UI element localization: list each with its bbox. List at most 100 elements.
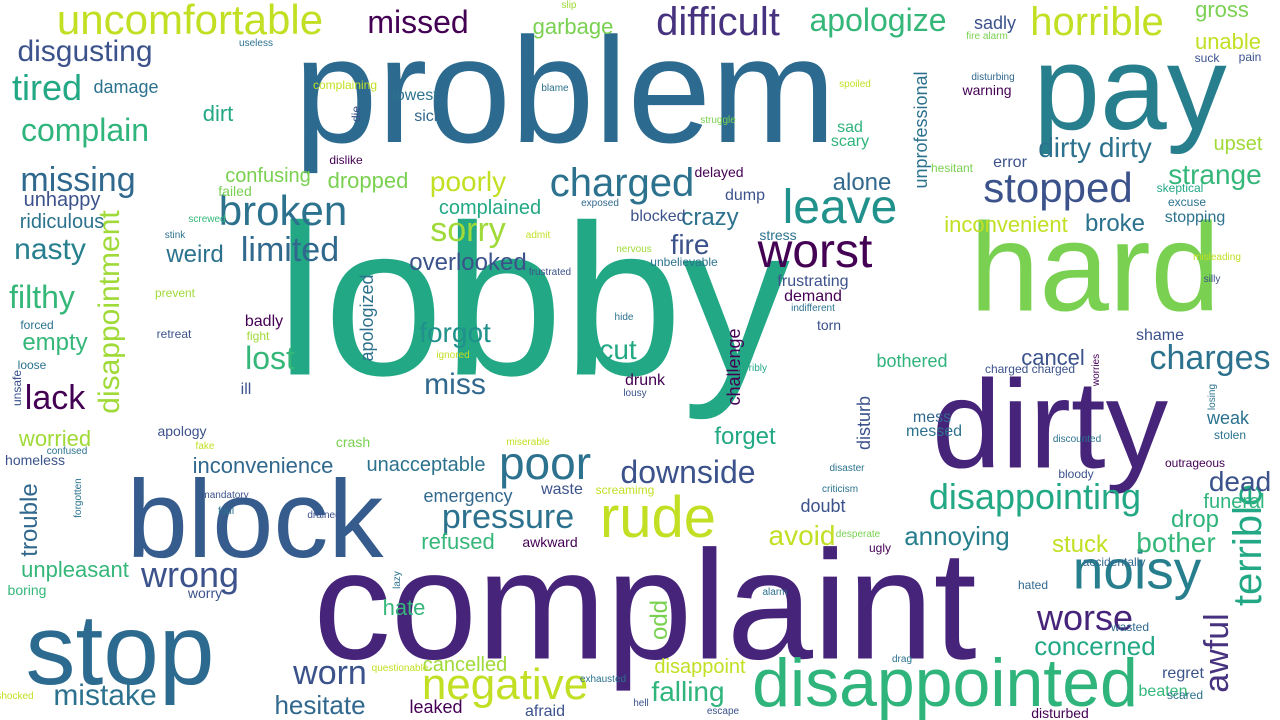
word-awkward: awkward: [522, 534, 578, 550]
word-prevent: prevent: [154, 286, 196, 300]
word-worst: worst: [757, 225, 873, 278]
word-discounted: discounted: [1052, 434, 1102, 445]
word-dirty: dirty: [931, 355, 1169, 495]
word-missing: missing: [20, 161, 136, 199]
word-drunk: drunk: [624, 372, 666, 389]
word-dislike: dislike: [329, 153, 363, 167]
word-desperate: desperate: [835, 529, 881, 540]
word-demand: demand: [784, 288, 842, 305]
word-unsafe: unsafe: [10, 369, 24, 407]
word-concerned: concerned: [1034, 631, 1156, 661]
word-pressure: pressure: [441, 498, 575, 536]
word-apologize: apologize: [809, 2, 947, 38]
word-damage: damage: [93, 77, 159, 97]
word-outrageous: outrageous: [1164, 456, 1226, 470]
word-charges: charges: [1149, 339, 1271, 377]
word-retreat: retreat: [156, 327, 192, 341]
word-horrible: horrible: [1030, 0, 1164, 44]
word-miserable: miserable: [506, 437, 550, 448]
word-strange: strange: [1168, 159, 1262, 190]
word-ignored: ignored: [436, 350, 470, 361]
word-uncomfortable: uncomfortable: [56, 0, 324, 43]
word-mess: mess: [912, 409, 952, 426]
word-crash: crash: [335, 434, 371, 450]
word-cancelled: cancelled: [422, 654, 508, 676]
word-forgot: forgot: [419, 317, 491, 348]
word-hated: hated: [1017, 578, 1049, 592]
word-bother: bother: [1136, 527, 1216, 558]
word-unhappy: unhappy: [23, 189, 101, 211]
word-useless: useless: [239, 38, 273, 49]
word-unacceptable: unacceptable: [366, 454, 486, 476]
word-downside: downside: [620, 454, 756, 490]
word-apologized: apologized: [357, 274, 377, 362]
word-inconvenience: inconvenience: [192, 453, 334, 478]
word-frustrating: frustrating: [777, 273, 849, 290]
word-ill: ill: [240, 381, 252, 398]
word-unprofessional: unprofessional: [911, 71, 931, 189]
word-disaster: disaster: [829, 463, 865, 474]
word-weird: weird: [166, 241, 224, 268]
word-worries: worries: [1091, 353, 1102, 387]
word-screamimg: screamimg: [595, 483, 655, 497]
word-stuck: stuck: [1051, 531, 1109, 558]
word-leaked: leaked: [409, 697, 463, 717]
word-broke: broke: [1084, 210, 1146, 237]
word-accidentally: accidentally: [1082, 555, 1146, 569]
word-fake: fake: [195, 441, 215, 452]
word-lousy: lousy: [623, 388, 647, 399]
word-upset: upset: [1213, 133, 1263, 155]
word-noisy: noisy: [1072, 538, 1202, 601]
word-unable: unable: [1194, 29, 1262, 54]
word-disappointed: disappointed: [752, 645, 1138, 720]
word-misleading: misleading: [1193, 252, 1241, 263]
word-dirt: dirt: [202, 101, 234, 126]
word-cut: cut: [599, 334, 637, 365]
word-charged-charged: charged charged: [984, 362, 1076, 376]
word-unpleasant: unpleasant: [21, 557, 129, 582]
word-hide: hide: [614, 312, 634, 323]
word-suck: suck: [1194, 51, 1220, 65]
word-dirty-dirty: dirty dirty: [1038, 132, 1152, 163]
word-odd: odd: [646, 599, 673, 641]
word-hate: hate: [382, 595, 426, 620]
word-annoying: annoying: [904, 521, 1010, 551]
word-warning: warning: [962, 82, 1012, 98]
word-rude: rude: [599, 485, 717, 550]
word-worse: worse: [1036, 597, 1134, 638]
word-gross: gross: [1195, 0, 1249, 22]
word-excuse: excuse: [1167, 195, 1207, 209]
word-trouble: trouble: [16, 483, 43, 557]
word-complained: complained: [438, 197, 542, 219]
word-crazy: crazy: [681, 204, 739, 231]
word-disgusting: disgusting: [17, 35, 153, 68]
word-beaten: beaten: [1138, 683, 1188, 700]
word-filthy: filthy: [9, 279, 75, 315]
word-empty: empty: [22, 329, 88, 356]
word-homeless: homeless: [5, 452, 65, 468]
word-scary: scary: [830, 133, 870, 150]
word-overlooked: overlooked: [409, 249, 527, 276]
word-scared: scared: [1166, 688, 1204, 702]
word-complain: complain: [20, 112, 150, 148]
word-questionable: questionable: [371, 663, 429, 674]
word-worry: worry: [187, 585, 223, 601]
word-block: block: [126, 458, 384, 581]
word-complaint: complaint: [313, 518, 977, 692]
word-nasty: nasty: [14, 233, 86, 266]
word-stop: stop: [25, 594, 215, 706]
word-problem: problem: [294, 6, 836, 174]
word-forget: forget: [714, 423, 776, 450]
word-lack: lack: [24, 379, 86, 417]
word-regret: regret: [1162, 665, 1204, 682]
word-delayed: delayed: [694, 164, 744, 180]
word-fire: fire: [670, 229, 710, 260]
word-exposed: exposed: [581, 198, 619, 209]
word-silly: silly: [1203, 274, 1221, 285]
word-dropped: dropped: [327, 168, 409, 193]
word-skeptical: skeptical: [1156, 181, 1204, 195]
word-sorry: sorry: [430, 211, 506, 249]
word-dump: dump: [724, 187, 766, 204]
word-disturb: disturb: [854, 395, 874, 451]
word-stopped: stopped: [983, 164, 1133, 211]
